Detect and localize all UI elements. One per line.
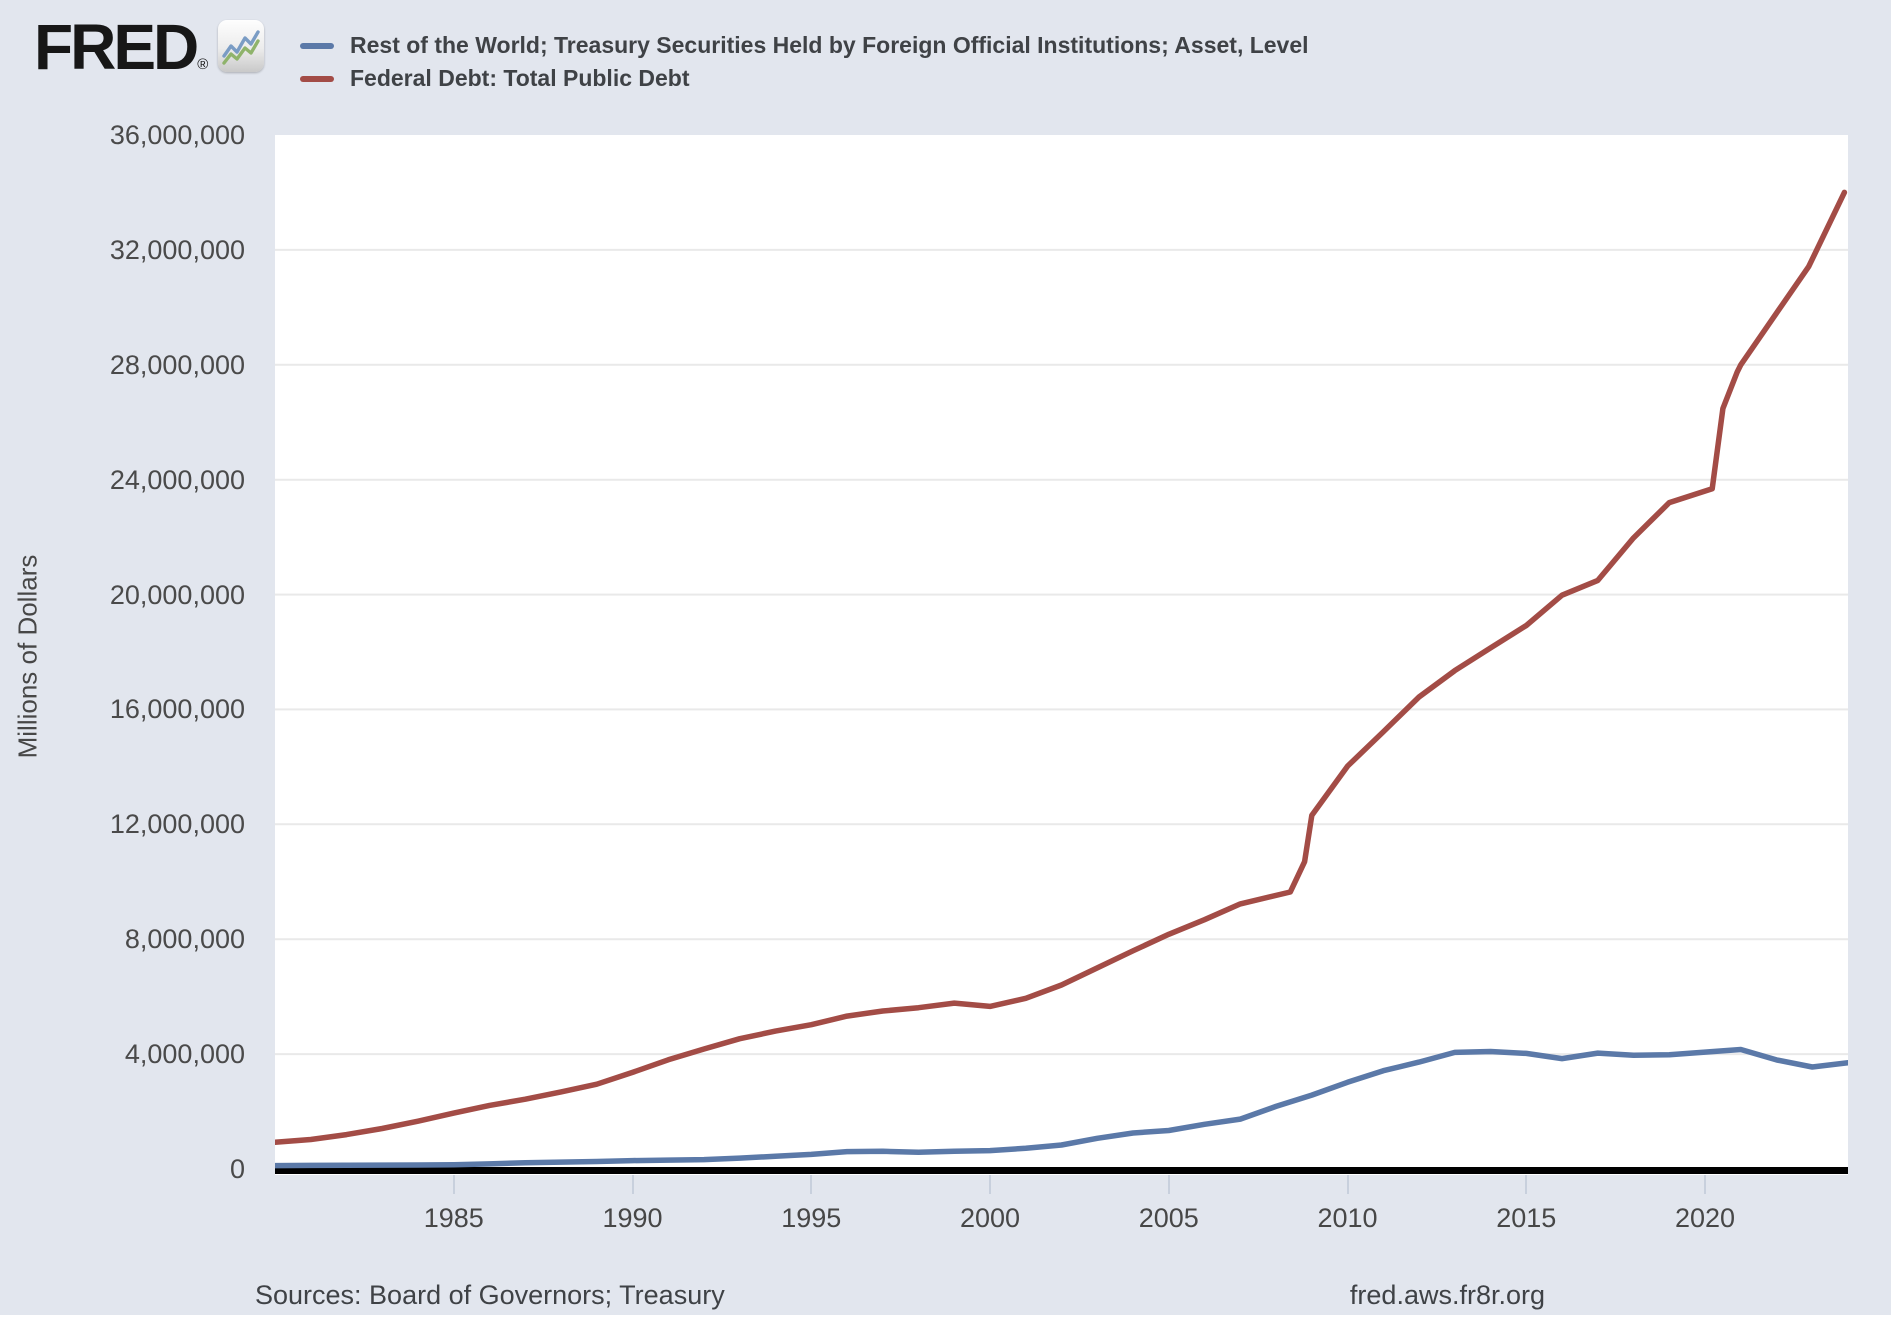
y-axis-label: 8,000,000 [124, 924, 245, 955]
x-axis-label: 2000 [959, 1203, 1021, 1233]
x-tick-mark [631, 1175, 634, 1194]
series-line-federal-debt[interactable] [272, 189, 1848, 1146]
y-axis-label: 16,000,000 [109, 694, 245, 725]
y-axis-label: 28,000,000 [109, 349, 245, 380]
y-axis-label: 0 [229, 1154, 245, 1184]
legend-label: Federal Debt: Total Public Debt [350, 65, 690, 91]
plot-svg [272, 189, 1851, 1174]
x-axis-label: 1990 [602, 1203, 663, 1233]
y-axis-label: 12,000,000 [109, 809, 245, 840]
x-tick-mark [1167, 1175, 1170, 1194]
x-axis-label: 2015 [1496, 1203, 1557, 1233]
legend-swatch-blue [300, 42, 334, 49]
legend-item-federal-debt[interactable]: Federal Debt: Total Public Debt [300, 62, 1309, 95]
x-axis-label: 1995 [781, 1203, 842, 1233]
x-axis-label: 2020 [1674, 1203, 1736, 1233]
x-axis-label: 2005 [1138, 1203, 1199, 1233]
x-tick-mark [810, 1175, 813, 1194]
x-tick-mark [1704, 1175, 1706, 1194]
registered-trademark-symbol: ® [197, 56, 209, 73]
legend-item-foreign-holdings[interactable]: Rest of the World; Treasury Securities H… [300, 29, 1309, 62]
series-line-foreign-holdings[interactable] [272, 1046, 1851, 1169]
legend-label: Rest of the World; Treasury Securities H… [350, 32, 1309, 58]
x-tick-mark [1525, 1175, 1528, 1194]
sources-note: Sources: Board of Governors; Treasury [255, 1280, 725, 1310]
x-tick-mark [989, 1175, 991, 1194]
zero-axis-line [275, 1167, 1848, 1174]
fred-logo-text: FRED [34, 11, 199, 83]
fred-chart-icon [218, 20, 265, 72]
fred-url-link[interactable]: fred.aws.fr8r.org [1349, 1280, 1545, 1310]
legend: Rest of the World; Treasury Securities H… [300, 29, 1309, 95]
y-axis-label: 20,000,000 [109, 579, 245, 610]
x-axis-label: 2010 [1317, 1203, 1378, 1233]
x-axis-label: 1985 [423, 1203, 484, 1233]
y-axis-title: Millions of Dollars [12, 554, 43, 759]
plot-area[interactable] [272, 135, 1851, 1175]
y-axis-label: 32,000,000 [109, 234, 245, 265]
y-axis-label: 24,000,000 [109, 464, 245, 495]
x-tick-mark [1346, 1175, 1349, 1194]
legend-swatch-red [300, 75, 334, 82]
x-tick-mark [452, 1175, 455, 1194]
fred-logo[interactable]: FRED ® [34, 11, 265, 83]
y-axis-label: 36,000,000 [109, 120, 245, 150]
y-axis-label: 4,000,000 [124, 1039, 245, 1070]
